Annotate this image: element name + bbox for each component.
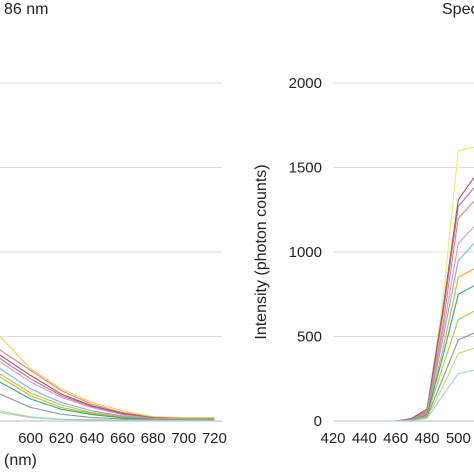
right-y-tick-500: 500 [297, 329, 322, 346]
right-series-line-4 [333, 200, 474, 422]
right-x-tick-480: 480 [414, 430, 439, 447]
right-series-line-1 [333, 146, 474, 422]
right-x-tick-460: 460 [383, 430, 408, 447]
right-series-line-12 [333, 369, 474, 422]
right-x-tick-500: 500 [446, 430, 471, 447]
left-series-line-12 [0, 412, 215, 421]
left-x-tick-680: 680 [141, 430, 166, 447]
right-series-line-11 [333, 347, 474, 422]
left-x-tick-720: 720 [202, 430, 227, 447]
left-chart-series-group [0, 335, 215, 421]
right-x-tick-440: 440 [352, 430, 377, 447]
right-series-line-6 [333, 243, 474, 422]
right-chart-panel: Spec 0 500 1000 1500 2000 420 440 460 480 500 In… [253, 1, 474, 447]
right-series-line-2 [333, 177, 474, 422]
right-series-line-7 [333, 268, 474, 422]
left-x-tick-660: 660 [110, 430, 135, 447]
right-series-line-10 [333, 332, 474, 422]
left-x-tick-600: 600 [18, 430, 43, 447]
right-x-tick-420: 420 [320, 430, 345, 447]
left-chart-panel: 86 nm 600 620 640 660 680 700 720 (nm) [0, 1, 227, 469]
right-chart-title: Spec [442, 1, 474, 18]
left-x-tick-620: 620 [49, 430, 74, 447]
right-chart-series-group [333, 146, 474, 422]
right-chart-y-axis-label: Intensity (photon counts) [253, 164, 270, 339]
left-x-tick-640: 640 [79, 430, 104, 447]
left-series-line-10 [0, 393, 215, 421]
right-chart-x-tick-labels: 420 440 460 480 500 [320, 430, 470, 447]
right-y-tick-1500: 1500 [289, 160, 322, 177]
left-chart-title: 86 nm [4, 1, 48, 18]
left-chart-grid [0, 82, 222, 422]
left-chart-x-axis-label: (nm) [4, 452, 37, 469]
left-chart-x-tick-labels: 600 620 640 660 680 700 720 [18, 430, 227, 447]
right-y-tick-2000: 2000 [289, 75, 322, 92]
right-chart-grid [333, 82, 474, 422]
right-y-tick-0: 0 [314, 413, 322, 430]
left-x-tick-700: 700 [171, 430, 196, 447]
left-series-line-4 [0, 357, 215, 420]
right-chart-y-tick-labels: 0 500 1000 1500 2000 [289, 75, 322, 430]
right-y-tick-1000: 1000 [289, 244, 322, 261]
left-series-line-1 [0, 335, 215, 419]
left-series-line-3 [0, 354, 215, 420]
